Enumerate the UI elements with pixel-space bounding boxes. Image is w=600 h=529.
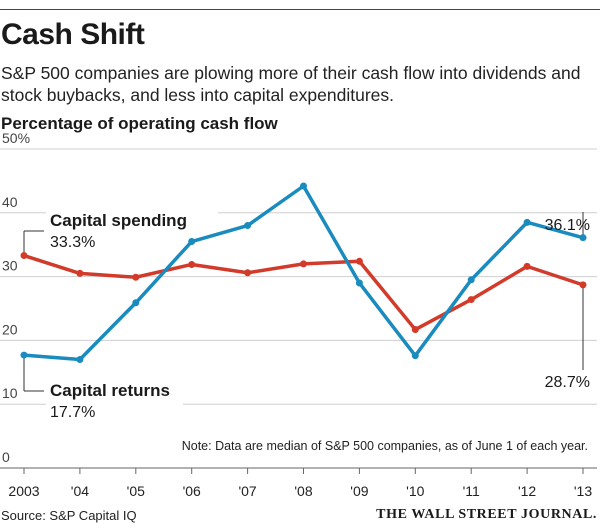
data-point: [523, 262, 531, 270]
data-point: [579, 281, 587, 289]
x-tick-label: '05: [127, 483, 145, 499]
data-point: [244, 222, 252, 230]
data-point: [76, 269, 84, 277]
x-tick-label: '09: [350, 483, 368, 499]
y-tick-label: 20: [2, 321, 18, 337]
x-tick-label: '12: [518, 483, 536, 499]
data-point: [132, 299, 140, 307]
data-point: [467, 276, 475, 284]
y-tick-label: 10: [2, 385, 18, 401]
chart-title: Cash Shift: [1, 18, 145, 51]
data-point: [244, 269, 252, 277]
chart-note: Note: Data are median of S&P 500 compani…: [182, 439, 588, 453]
source-note: Source: S&P Capital IQ: [1, 508, 137, 523]
data-point: [411, 352, 419, 360]
label-backdrop: [46, 371, 183, 421]
data-point: [132, 273, 140, 281]
data-point: [188, 238, 196, 246]
label-backdrop: [478, 368, 592, 392]
x-tick-label: '10: [406, 483, 424, 499]
x-tick-label: '08: [294, 483, 312, 499]
end-value-label: 36.1%: [545, 217, 590, 234]
x-tick-label: 2003: [8, 483, 39, 499]
data-point: [411, 326, 419, 334]
data-point: [300, 260, 307, 268]
series-name-label: Capital spending: [50, 211, 187, 230]
data-point: [579, 234, 587, 242]
y-tick-label: 0: [2, 449, 10, 465]
y-axis-title: Percentage of operating cash flow: [1, 114, 278, 133]
line-chart: 0 10 20 30 40 50% 2003 '04 '05 '06 '07 '08 '09 '10 '11…: [0, 130, 597, 499]
note-backdrop: [176, 434, 594, 456]
data-point: [300, 182, 307, 190]
y-tick-label: 40: [2, 194, 18, 210]
y-tick-label: 50%: [2, 130, 30, 146]
data-point: [523, 218, 531, 226]
data-point: [467, 296, 475, 304]
x-tick-label: '04: [71, 483, 89, 499]
x-tick-label: '13: [574, 483, 592, 499]
data-point: [76, 356, 84, 364]
publisher-brand: THE WALL STREET JOURNAL.: [376, 507, 597, 522]
data-point: [355, 279, 363, 287]
data-point: [188, 260, 196, 268]
data-point: [355, 257, 363, 265]
chart-subtitle: S&P 500 companies are plowing more of th…: [1, 63, 581, 105]
end-value-label: 28.7%: [545, 374, 590, 391]
start-value-label: 33.3%: [50, 234, 95, 251]
start-value-label: 17.7%: [50, 404, 95, 421]
data-point: [20, 351, 28, 359]
y-tick-label: 30: [2, 258, 18, 274]
series-name-label: Capital returns: [50, 381, 170, 400]
x-tick-label: '06: [183, 483, 201, 499]
x-tick-label: '11: [463, 483, 480, 499]
top-rule: [0, 9, 600, 10]
data-point: [20, 252, 28, 260]
x-tick-label: '07: [238, 483, 256, 499]
